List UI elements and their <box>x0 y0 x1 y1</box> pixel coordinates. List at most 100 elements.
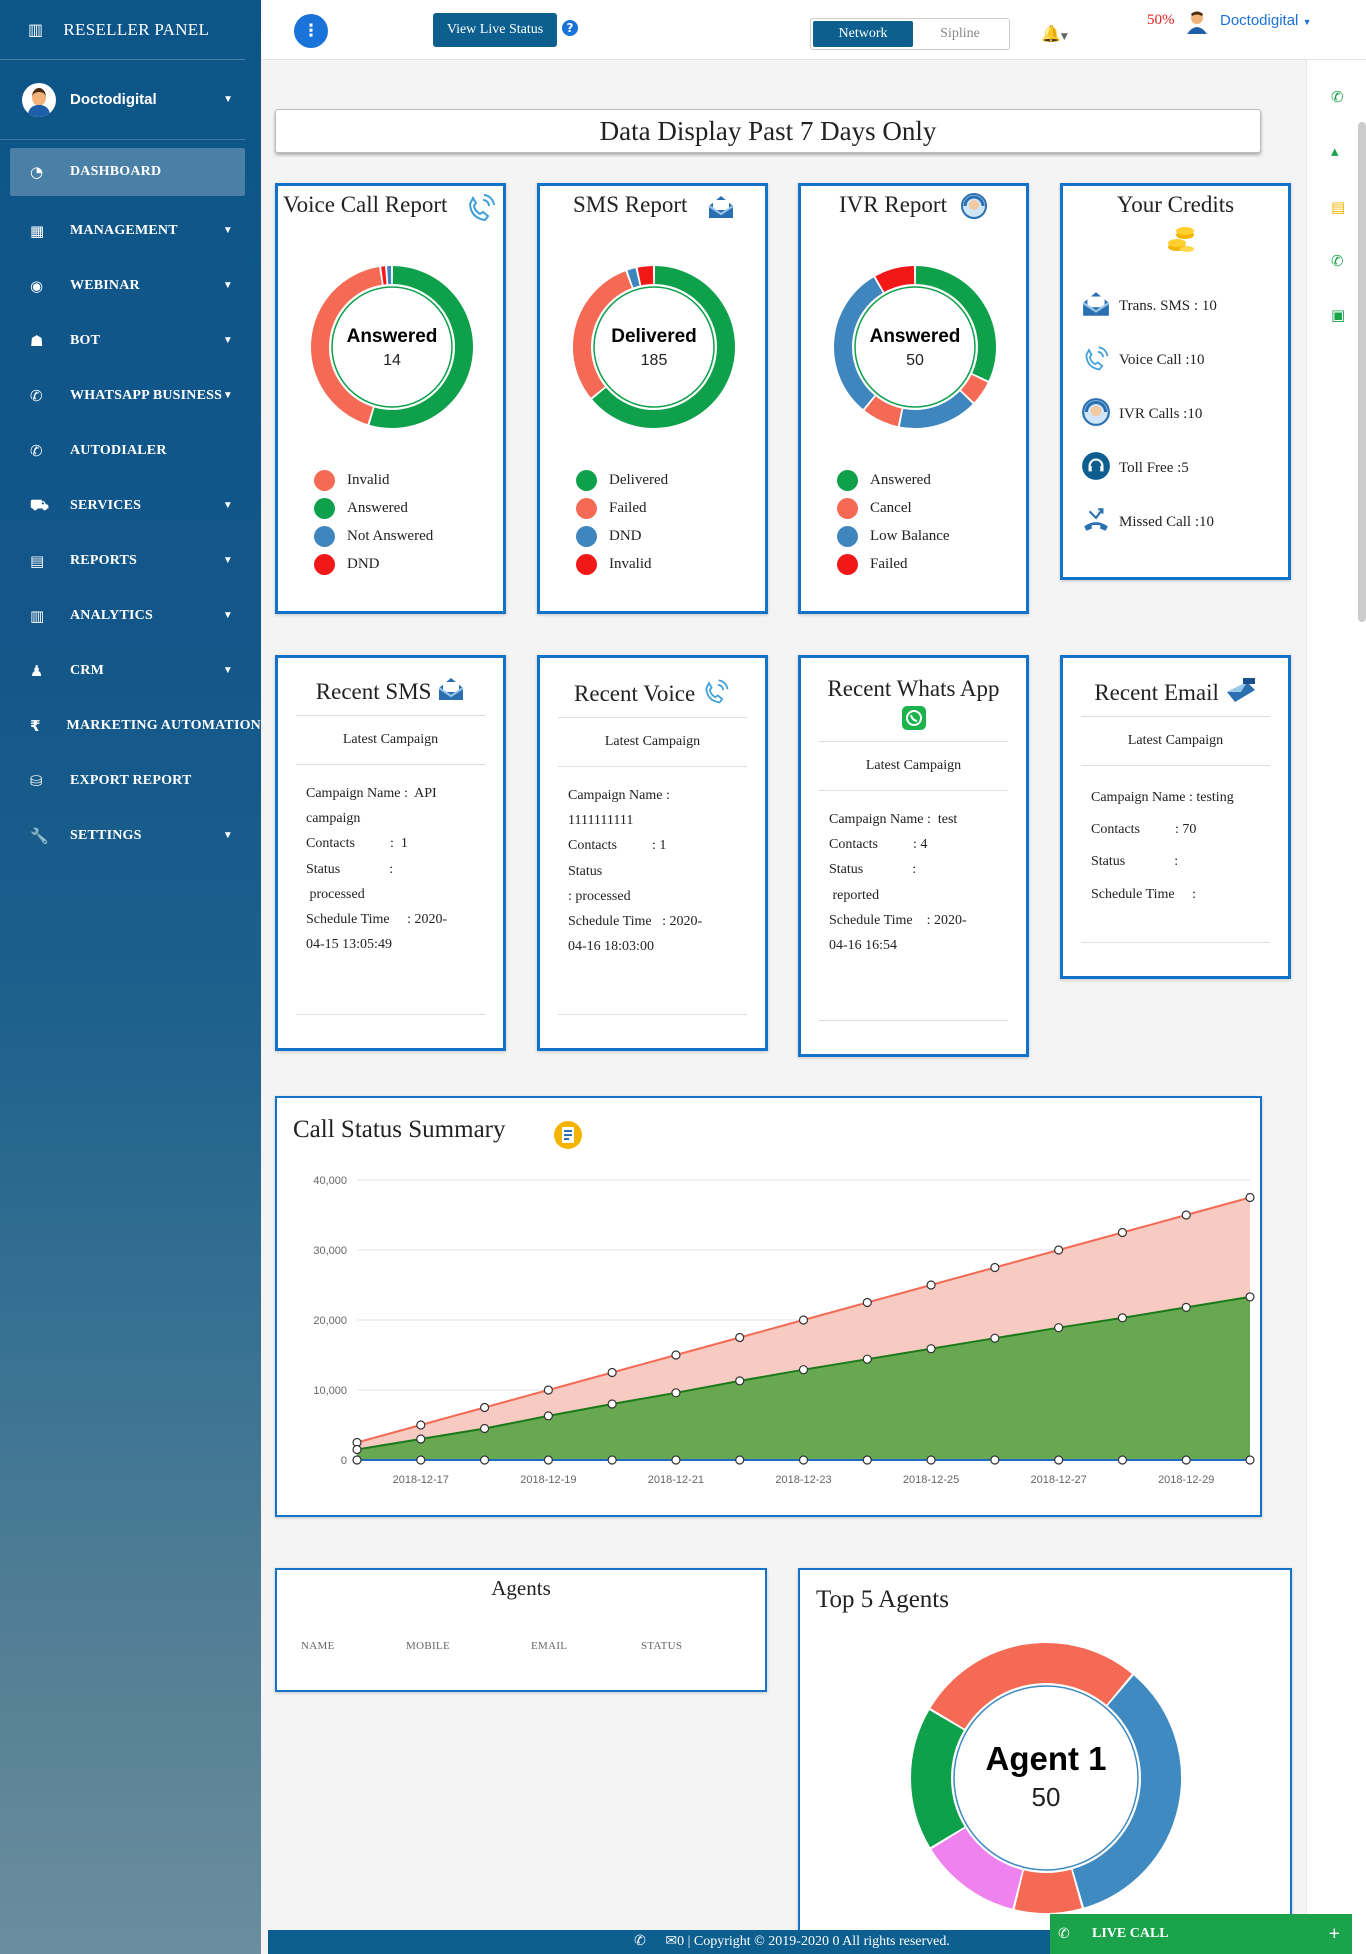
data-point[interactable] <box>1054 1323 1064 1333</box>
note-icon[interactable]: ▤ <box>1331 198 1346 216</box>
donut-segment[interactable] <box>911 1710 965 1848</box>
data-point[interactable] <box>1181 1210 1191 1220</box>
data-point[interactable] <box>1181 1302 1191 1312</box>
legend-item[interactable]: Failed <box>576 494 668 522</box>
legend-item[interactable]: Not Answered <box>314 522 433 550</box>
data-point[interactable] <box>990 1262 1000 1273</box>
donut-segment[interactable] <box>627 268 640 288</box>
route-toggle[interactable]: Network Sipline <box>810 18 1010 50</box>
whatsapp-icon[interactable]: ✆ <box>1331 88 1344 106</box>
call-status-area-chart[interactable]: 0 10,000 20,000 30,000 40,000 2018-12-17 2018-… <box>277 1168 1260 1513</box>
data-point[interactable] <box>607 1455 617 1465</box>
data-point[interactable] <box>798 1365 809 1375</box>
donut-segment[interactable] <box>573 271 633 398</box>
donut-segment[interactable] <box>1072 1675 1181 1908</box>
sidebar-item-autodialer[interactable]: ✆ AUTODIALER <box>0 423 261 478</box>
data-point[interactable] <box>926 1344 936 1354</box>
sidebar-item-settings[interactable]: 🔧 SETTINGS ▼ <box>0 808 261 863</box>
sidebar-item-bot[interactable]: ☗ BOT ▼ <box>0 313 261 368</box>
donut-segment[interactable] <box>931 1827 1023 1909</box>
topbar-user[interactable]: Doctodigital ▼ <box>1220 12 1311 29</box>
data-point[interactable] <box>352 1444 362 1455</box>
data-point[interactable] <box>543 1455 553 1465</box>
data-point[interactable] <box>1181 1455 1191 1465</box>
donut-segment[interactable] <box>369 266 473 428</box>
data-point[interactable] <box>862 1354 872 1364</box>
donut-segment[interactable] <box>864 396 902 427</box>
legend-item[interactable]: Answered <box>837 466 950 494</box>
donut-segment[interactable] <box>930 1643 1132 1730</box>
sidebar-item-export-report[interactable]: ⛁ EXPORT REPORT <box>0 753 261 808</box>
donut-segment[interactable] <box>637 266 654 286</box>
legend-item[interactable]: Delivered <box>576 466 668 494</box>
data-point[interactable] <box>926 1455 936 1465</box>
ivr-donut-chart[interactable] <box>830 262 1000 432</box>
data-point[interactable] <box>1117 1313 1128 1323</box>
top-agents-donut-chart[interactable] <box>910 1642 1182 1914</box>
data-point[interactable] <box>479 1455 490 1465</box>
data-point[interactable] <box>416 1434 426 1444</box>
sidebar-item-analytics[interactable]: ▥ ANALYTICS ▼ <box>0 588 261 643</box>
scrollbar[interactable] <box>1358 122 1366 622</box>
legend-item[interactable]: Answered <box>314 494 433 522</box>
donut-segment[interactable] <box>899 390 973 428</box>
help-icon[interactable]: ? <box>562 20 578 36</box>
android-icon[interactable]: ▴ <box>1331 142 1339 160</box>
agents-column-status[interactable]: STATUS <box>641 1640 683 1652</box>
data-point[interactable] <box>990 1333 1000 1343</box>
sidebar-item-crm[interactable]: ♟ CRM ▼ <box>0 643 261 698</box>
legend-item[interactable]: DND <box>576 522 668 550</box>
toggle-sipline[interactable]: Sipline <box>940 26 980 41</box>
voice-donut-chart[interactable] <box>307 262 477 432</box>
data-point[interactable] <box>862 1297 872 1308</box>
data-point[interactable] <box>416 1420 426 1430</box>
sidebar-item-whatsapp-business[interactable]: ✆ WHATSAPP BUSINESS ▼ <box>0 368 261 423</box>
data-point[interactable] <box>479 1423 490 1434</box>
view-live-status-button[interactable]: View Live Status <box>433 13 557 47</box>
agents-column-email[interactable]: EMAIL <box>531 1640 568 1652</box>
data-point[interactable] <box>1054 1245 1064 1255</box>
data-point[interactable] <box>1245 1455 1255 1465</box>
data-point[interactable] <box>1117 1455 1128 1465</box>
sidebar-item-webinar[interactable]: ◉ WEBINAR ▼ <box>0 258 261 313</box>
legend-item[interactable]: Invalid <box>576 550 668 578</box>
donut-segment[interactable] <box>915 266 996 381</box>
live-call-button[interactable]: ✆ LIVE CALL + <box>1050 1914 1352 1954</box>
legend-item[interactable]: Cancel <box>837 494 950 522</box>
donut-segment[interactable] <box>592 266 735 428</box>
legend-item[interactable]: Invalid <box>314 466 433 494</box>
brand[interactable]: ▥ RESELLER PANEL <box>0 0 245 60</box>
data-point[interactable] <box>671 1455 681 1465</box>
data-point[interactable] <box>735 1455 745 1465</box>
data-point[interactable] <box>671 1388 681 1398</box>
toggle-network[interactable]: Network <box>813 21 913 47</box>
legend-item[interactable]: Failed <box>837 550 950 578</box>
contacts-icon[interactable]: ▣ <box>1331 306 1346 324</box>
sidebar-item-services[interactable]: ⛟ SERVICES ▼ <box>0 478 261 533</box>
data-point[interactable] <box>352 1455 362 1465</box>
data-point[interactable] <box>607 1399 617 1409</box>
sms-donut-chart[interactable] <box>569 262 739 432</box>
data-point[interactable] <box>926 1280 936 1290</box>
donut-segment[interactable] <box>875 266 915 293</box>
data-point[interactable] <box>862 1455 872 1465</box>
data-point[interactable] <box>798 1315 809 1325</box>
phone-icon[interactable]: ✆ <box>1331 252 1344 270</box>
data-point[interactable] <box>671 1350 681 1360</box>
data-point[interactable] <box>735 1332 745 1343</box>
donut-segment[interactable] <box>311 267 383 425</box>
legend-item[interactable]: DND <box>314 550 433 578</box>
donut-segment[interactable] <box>1014 1869 1082 1913</box>
sidebar-item-reports[interactable]: ▤ REPORTS ▼ <box>0 533 261 588</box>
data-point[interactable] <box>543 1385 553 1395</box>
data-point[interactable] <box>479 1402 490 1413</box>
donut-segment[interactable] <box>834 277 884 410</box>
data-point[interactable] <box>1245 1292 1255 1302</box>
sidebar-item-dashboard[interactable]: ◔ DASHBOARD <box>10 148 245 196</box>
data-point[interactable] <box>990 1455 1000 1465</box>
data-point[interactable] <box>1054 1455 1064 1465</box>
donut-segment[interactable] <box>960 374 988 403</box>
sidebar-user[interactable]: Doctodigital ▼ <box>0 60 245 140</box>
agents-column-mobile[interactable]: MOBILE <box>406 1640 450 1652</box>
sidebar-item-marketing-automation[interactable]: ₹ MARKETING AUTOMATION <box>0 698 261 753</box>
